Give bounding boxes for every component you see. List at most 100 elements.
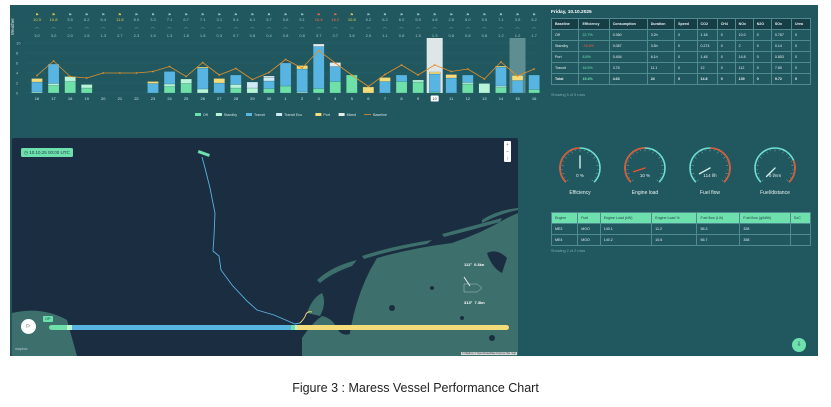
baseline-point[interactable] (52, 60, 55, 62)
map-attribution[interactable]: © Mapbox © OpenStreetMap Improve this ma… (460, 352, 517, 355)
bar-transit[interactable] (163, 71, 176, 85)
x-tick-label[interactable]: 10 (432, 96, 437, 101)
x-tick-label[interactable]: 17 (51, 96, 56, 101)
x-tick-label[interactable]: 24 (167, 96, 172, 101)
column-header[interactable]: Fuel flow (g/kWh) (739, 212, 791, 224)
timeline-segment[interactable] (297, 325, 509, 330)
x-tick-label[interactable]: 4 (334, 96, 337, 101)
column-header[interactable]: Efficiency (578, 18, 610, 30)
baseline-point[interactable] (234, 67, 237, 70)
baseline-point[interactable] (417, 74, 420, 76)
table-row[interactable]: ME3 MGO 140.1 11.2 56.3 328 (550, 223, 812, 235)
column-header[interactable]: Baseline (550, 18, 580, 30)
bar-transit-eco[interactable] (246, 81, 259, 89)
baseline-point[interactable] (433, 64, 436, 66)
bar-transit[interactable] (495, 66, 507, 87)
x-tick-label[interactable]: 15 (515, 96, 520, 101)
column-header[interactable]: CO2 (696, 18, 718, 30)
bar-off[interactable] (230, 87, 242, 94)
bar-standby[interactable] (47, 83, 60, 86)
bar-transit[interactable] (197, 67, 209, 90)
column-header[interactable]: Urea (791, 18, 811, 30)
baseline-point[interactable] (334, 62, 337, 64)
x-tick-label[interactable]: 19 (84, 96, 89, 101)
x-tick-label[interactable]: 9 (417, 96, 420, 101)
bar-off[interactable] (429, 91, 441, 94)
bar-transit[interactable] (213, 82, 225, 94)
column-header[interactable]: NOx (734, 18, 754, 30)
column-header[interactable]: Engine Load % (651, 212, 698, 224)
baseline-point[interactable] (367, 85, 370, 88)
column-header[interactable]: Engine (550, 212, 579, 224)
bar-off[interactable] (395, 81, 408, 94)
column-header[interactable]: N2O (752, 18, 772, 30)
baseline-point[interactable] (450, 70, 453, 73)
x-tick-label[interactable]: 14 (499, 96, 504, 101)
bar-port[interactable] (213, 78, 225, 84)
bar-off[interactable] (81, 87, 93, 94)
bar-standby[interactable] (180, 78, 192, 84)
baseline-point[interactable] (152, 70, 154, 73)
baseline-point[interactable] (384, 73, 386, 76)
x-tick-label[interactable]: 23 (151, 96, 156, 101)
timeline-segment[interactable] (72, 325, 291, 330)
x-tick-label[interactable]: 18 (68, 96, 73, 101)
zoom-in-button[interactable]: + (506, 142, 509, 147)
baseline-point[interactable] (201, 61, 204, 64)
bar-port[interactable] (147, 81, 159, 84)
bar-off[interactable] (279, 85, 292, 94)
bar-standby[interactable] (230, 84, 242, 89)
bar-transit[interactable] (395, 74, 408, 82)
zoom-out-button[interactable]: − (506, 149, 509, 154)
column-header[interactable]: Consumption (608, 18, 648, 30)
baseline-point[interactable] (483, 78, 486, 80)
x-tick-label[interactable]: 16 (532, 96, 537, 101)
vessel-icon[interactable] (197, 150, 210, 157)
baseline-point[interactable] (118, 72, 121, 74)
x-tick-label[interactable]: 30 (267, 96, 272, 101)
bar-transit[interactable] (445, 77, 457, 94)
x-tick-label[interactable]: 21 (118, 96, 123, 101)
x-tick-label[interactable]: 3 (318, 96, 321, 101)
baseline-point[interactable] (69, 75, 72, 78)
timeline-segment[interactable] (49, 325, 68, 330)
bar-standby[interactable] (246, 87, 259, 94)
table-row[interactable]: Standby -76.4% 0.087 3.5h 0 0.274 0 2 0 0.14 0 (550, 40, 811, 52)
x-tick-label[interactable]: 11 (449, 96, 454, 101)
column-header[interactable]: Duration (646, 18, 676, 30)
x-tick-label[interactable]: 2 (301, 96, 304, 101)
x-tick-label[interactable]: 12 (466, 96, 471, 101)
bar-off[interactable] (47, 85, 60, 94)
map[interactable]: ◷ 10.10.25 00:00 UTC + − ↑ 111° 0.3kn 31… (12, 138, 518, 356)
bar-off[interactable] (180, 83, 192, 94)
bar-port[interactable] (379, 77, 391, 82)
baseline-point[interactable] (102, 72, 105, 74)
legend-label[interactable]: Transit (254, 113, 265, 117)
x-tick-label[interactable]: 28 (234, 96, 239, 101)
bar-off[interactable] (313, 88, 325, 94)
bar-standby[interactable] (462, 82, 474, 85)
baseline-point[interactable] (268, 71, 270, 74)
column-header[interactable]: SOx (770, 18, 793, 30)
x-tick-label[interactable]: 27 (217, 96, 222, 101)
bar-off[interactable] (64, 81, 76, 94)
legend-label[interactable]: Off (203, 113, 208, 117)
bar-standby[interactable] (296, 91, 308, 94)
bar-standby[interactable] (81, 84, 93, 89)
column-header[interactable]: Engine Load (kW) (599, 212, 653, 224)
baseline-point[interactable] (168, 65, 171, 68)
bar-off[interactable] (462, 83, 474, 94)
column-header[interactable]: SoC (789, 212, 812, 224)
bar-port[interactable] (362, 86, 374, 94)
bar-standby[interactable] (412, 79, 424, 83)
table-row[interactable]: Transit 16.5% 3.75 11.1 0 12 0 112 0 7.80 0 (550, 62, 811, 74)
bar-off[interactable] (329, 81, 341, 94)
baseline-point[interactable] (500, 61, 502, 63)
legend-label[interactable]: Transit Eco (284, 113, 302, 117)
bar-transit[interactable] (313, 46, 325, 89)
bar-transit[interactable] (511, 80, 524, 94)
bar-transit[interactable] (230, 74, 242, 85)
timeline-segment[interactable] (290, 325, 296, 330)
column-header[interactable]: CH4 (716, 18, 736, 30)
bar-transit[interactable] (47, 63, 60, 84)
